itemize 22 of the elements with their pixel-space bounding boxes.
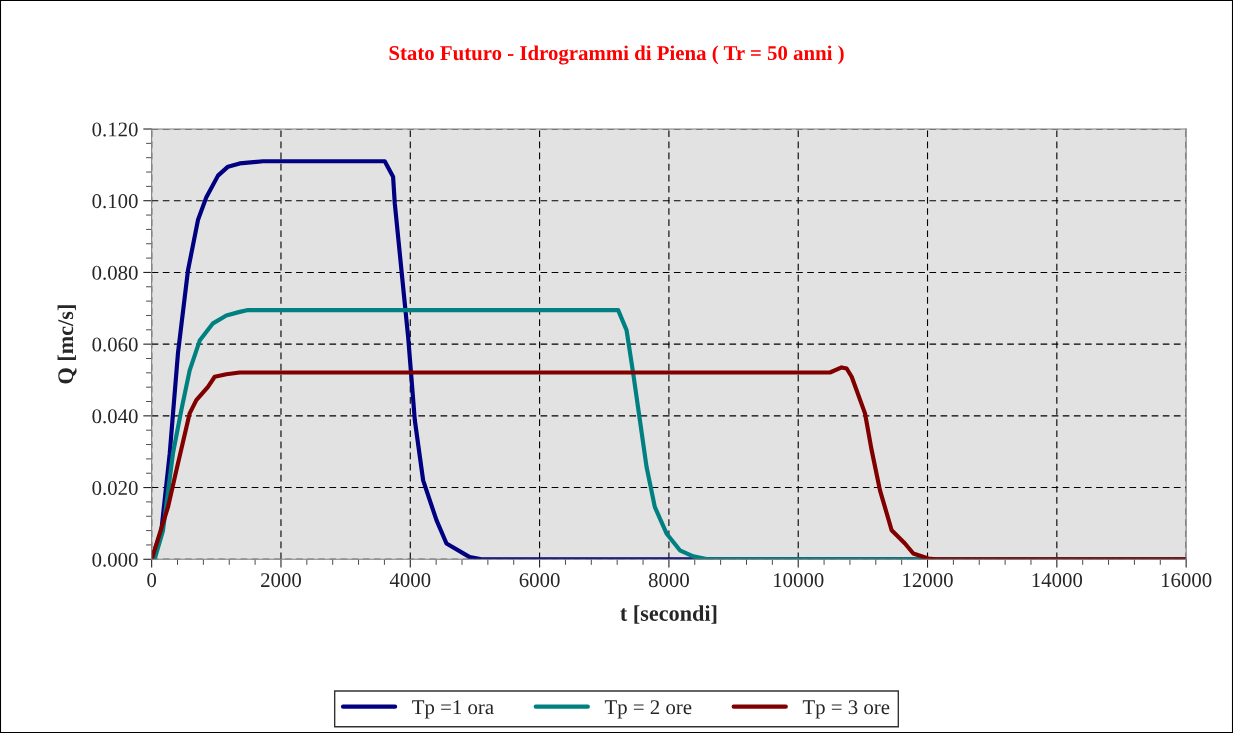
y-tick-label: 0.020	[92, 480, 138, 496]
x-tick-label: 10000	[774, 573, 824, 588]
y-tick-label: 0.120	[92, 122, 138, 137]
legend-label: Tp =1 ora	[412, 700, 494, 719]
x-tick-label: 4000	[389, 573, 431, 588]
y-tick-label: 0.040	[92, 409, 138, 424]
legend-label: Tp = 2 ore	[604, 700, 692, 719]
chart-title: Stato Futuro - Idrogrammi di Piena ( Tr = 50 anni )	[389, 45, 844, 65]
x-axis-title: t [secondi]	[620, 605, 717, 624]
legend-label: Tp = 3 ore	[802, 700, 890, 719]
y-tick-label: 0.100	[92, 194, 138, 209]
x-tick-label: 8000	[648, 573, 689, 588]
x-tick-label: 14000	[1032, 573, 1083, 588]
x-tick-label: 12000	[903, 573, 953, 588]
x-tick-label: 0	[147, 573, 157, 588]
y-tick-label: 0.060	[92, 337, 138, 352]
y-tick-label: 0.080	[92, 265, 138, 280]
y-axis-title: Q [mc/s]	[57, 305, 77, 384]
x-tick-label: 16000	[1161, 573, 1212, 588]
x-tick-label: 6000	[519, 573, 560, 588]
y-tick-label: 0.000	[92, 552, 138, 567]
x-tick-label: 2000	[261, 573, 302, 588]
